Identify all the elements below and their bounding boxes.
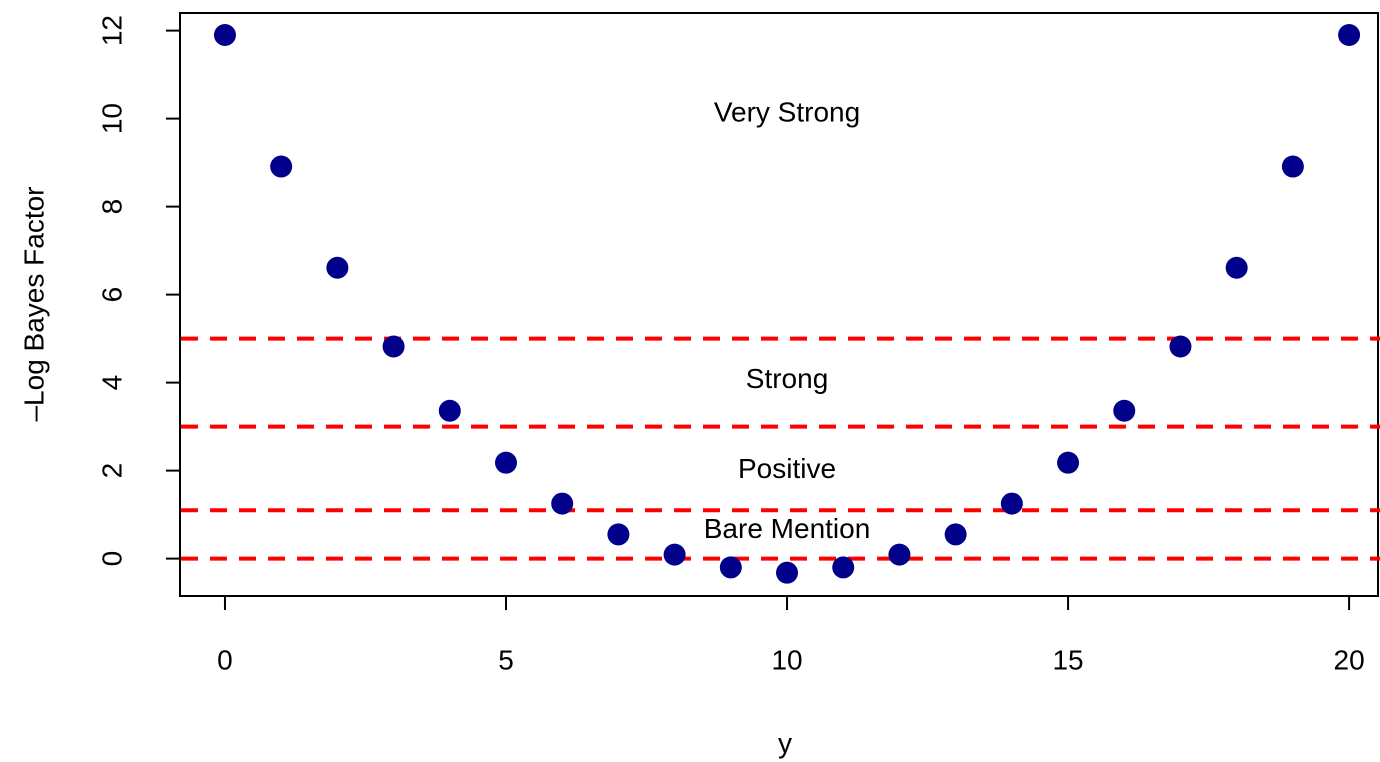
annotation: Bare Mention bbox=[704, 513, 871, 544]
x-tick-label: 0 bbox=[217, 644, 233, 675]
annotation: Very Strong bbox=[714, 97, 860, 128]
point bbox=[213, 24, 236, 46]
point bbox=[719, 556, 742, 579]
point bbox=[607, 523, 630, 546]
y-tick-label: 4 bbox=[96, 375, 127, 391]
point bbox=[1281, 155, 1304, 178]
point bbox=[944, 523, 967, 546]
y-tick-label: 8 bbox=[96, 199, 127, 215]
point bbox=[776, 561, 799, 584]
point bbox=[438, 399, 461, 422]
point bbox=[551, 492, 574, 515]
x-tick-label: 10 bbox=[771, 644, 802, 675]
y-tick-label: 2 bbox=[96, 463, 127, 479]
point bbox=[494, 451, 517, 474]
point bbox=[382, 335, 405, 358]
y-tick-label: 0 bbox=[96, 551, 127, 567]
x-tick-label: 20 bbox=[1334, 644, 1365, 675]
point bbox=[832, 556, 855, 579]
point bbox=[270, 155, 293, 178]
x-tick-label: 15 bbox=[1052, 644, 1083, 675]
point bbox=[888, 543, 911, 566]
y-tick-label: 6 bbox=[96, 287, 127, 303]
annotation: Positive bbox=[738, 453, 836, 484]
y-axis-label: –Log Bayes Factor bbox=[18, 186, 49, 421]
point bbox=[1113, 399, 1136, 422]
y-tick-label: 12 bbox=[96, 15, 127, 46]
point bbox=[1225, 256, 1248, 279]
x-tick-label: 5 bbox=[498, 644, 514, 675]
point bbox=[1169, 335, 1192, 358]
y-tick-label: 10 bbox=[96, 103, 127, 134]
annotation: Strong bbox=[746, 363, 829, 394]
point bbox=[326, 256, 349, 279]
point bbox=[1338, 24, 1361, 46]
point bbox=[1057, 451, 1080, 474]
x-axis-label: y bbox=[778, 727, 792, 758]
point bbox=[663, 543, 686, 566]
point bbox=[1000, 492, 1023, 515]
